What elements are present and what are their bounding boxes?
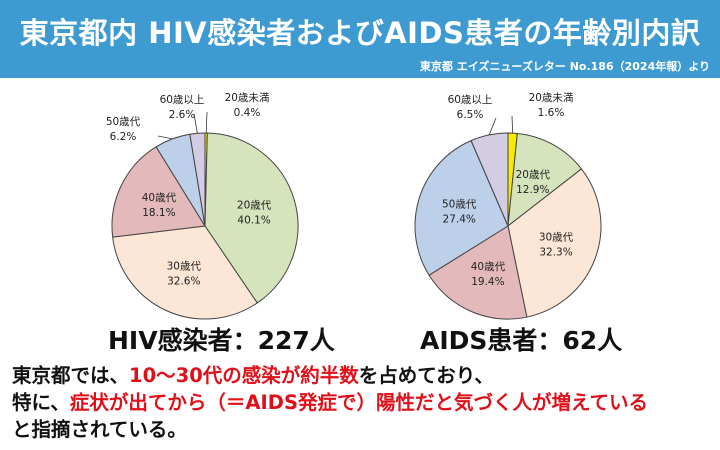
slice-value-0-2: 32.6% xyxy=(167,276,200,288)
pie-slice-0-1 xyxy=(204,132,299,304)
slice-label-0-2: 30歳代 xyxy=(167,261,202,273)
slice-label-0-4: 50歳代 xyxy=(106,116,141,128)
summary-line-1: 東京都では、10〜30代の感染が約半数を占めており、 xyxy=(12,362,717,389)
slice-value-0-1: 40.1% xyxy=(237,215,270,227)
slice-label-0-1: 20歳代 xyxy=(237,200,272,212)
summary-text-1c: を占めており、 xyxy=(358,364,494,387)
slice-label-1-5: 60歳以上 xyxy=(448,94,493,106)
slice-label-1-2: 30歳代 xyxy=(539,232,574,244)
slice-value-1-1: 12.9% xyxy=(516,184,549,196)
leader-line-0-0 xyxy=(205,111,208,134)
slice-label-1-1: 20歳代 xyxy=(516,169,551,181)
source-note: 東京都 エイズニューズレター No.186（2024年報）より xyxy=(419,60,710,73)
pie-slice-1-1 xyxy=(507,132,583,228)
hiv-caption: HIV感染者：227人 xyxy=(108,326,335,355)
leader-line-1-5 xyxy=(488,117,497,136)
slice-label-1-4: 50歳代 xyxy=(442,199,477,211)
pie-slice-0-5 xyxy=(189,132,206,227)
slice-label-0-3: 40歳代 xyxy=(142,192,177,204)
slice-value-0-5: 2.6% xyxy=(169,109,196,121)
slice-value-1-4: 27.4% xyxy=(443,214,476,226)
summary-text: 東京都では、10〜30代の感染が約半数を占めており、 特に、症状が出てから（＝A… xyxy=(12,362,717,443)
slice-value-0-4: 6.2% xyxy=(110,131,137,143)
slice-label-1-0: 20歳未満 xyxy=(529,92,574,104)
leader-line-0-5 xyxy=(193,113,198,134)
summary-highlight-1: 10〜30代の感染が約半数 xyxy=(129,364,359,387)
pie-slice-1-2 xyxy=(507,168,602,318)
slice-label-0-5: 60歳以上 xyxy=(160,94,205,106)
summary-line-2: 特に、症状が出てから（＝AIDS発症で）陽性だと気づく人が増えている xyxy=(12,389,717,416)
page-title: 東京都内 HIV感染者およびAIDS患者の年齢別内訳 xyxy=(19,16,701,50)
slice-value-1-2: 32.3% xyxy=(539,247,572,259)
pie-slice-0-3 xyxy=(111,146,206,238)
aids-caption: AIDS患者：62人 xyxy=(420,326,623,355)
pie-slice-0-2 xyxy=(112,225,258,320)
slice-value-1-0: 1.6% xyxy=(538,107,565,119)
pie-slice-1-3 xyxy=(428,225,528,320)
leader-line-1-0 xyxy=(511,115,514,134)
slice-value-1-5: 6.5% xyxy=(457,109,484,121)
summary-text-2a: 特に、 xyxy=(12,391,70,414)
slice-value-1-3: 19.4% xyxy=(471,276,504,288)
slice-label-0-0: 20歳未満 xyxy=(225,92,270,104)
summary-text-3: と指摘されている。 xyxy=(12,418,187,441)
summary-text-1a: 東京都では、 xyxy=(12,364,130,387)
slice-value-0-3: 18.1% xyxy=(142,207,175,219)
pie-charts: 20歳未満 0.4% 20歳代 40.1% 30歳代 32.6% 40歳代 18.1% 50歳代… xyxy=(106,92,602,320)
pie-slice-1-4 xyxy=(414,139,509,276)
slice-value-0-0: 0.4% xyxy=(234,107,261,119)
summary-line-3: と指摘されている。 xyxy=(12,416,717,443)
header-banner: 東京都内 HIV感染者およびAIDS患者の年齢別内訳 東京都 エイズニューズレタ… xyxy=(0,0,720,78)
pie-slice-1-5 xyxy=(470,132,509,227)
leader-line-0-4 xyxy=(157,135,173,140)
summary-highlight-2: 症状が出てから（＝AIDS発症で）陽性だと気づく人が増えている xyxy=(69,391,649,414)
slice-label-1-3: 40歳代 xyxy=(471,261,506,273)
